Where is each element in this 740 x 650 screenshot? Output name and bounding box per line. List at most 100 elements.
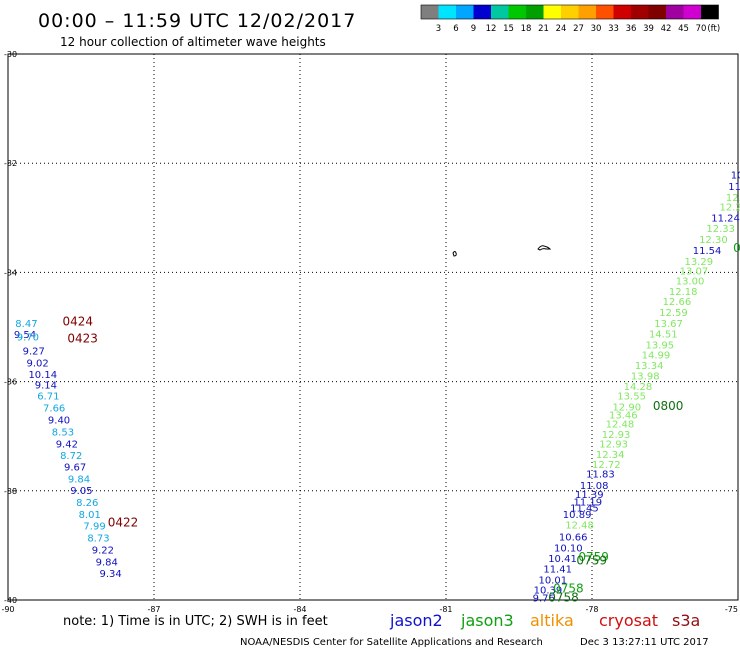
axis-tick-labels: -90 -87 -84 -81 -78 -75 -30 -32 -34 -36 -38 -40 [1,50,738,614]
legend-label: 21 [538,24,549,34]
legend-swatch [561,5,579,19]
wave-height-value: 9.76 [533,594,555,605]
lon-tick-label: -75 [725,605,738,614]
wave-height-value: 10.89 [563,510,592,521]
wave-height-value: 11.41 [543,565,572,576]
island-outline [452,251,457,257]
lat-tick-label: -36 [4,378,17,387]
wave-height-value: 13.29 [684,257,713,268]
plot-frame [7,53,739,601]
wave-height-value: 9.84 [68,475,90,486]
wave-height-value: 12.93 [602,430,631,441]
wave-height-value: 10.01 [538,576,567,587]
legend-label: 30 [591,24,602,34]
legend-label: 36 [626,24,637,34]
wave-height-value: 11. [728,182,740,193]
pass-time-label: 0424 [63,314,94,328]
wave-height-value: 8.53 [52,428,74,439]
wave-height-value: 13.55 [617,392,646,403]
wave-height-value: 9.14 [35,381,57,392]
legend-swatch [701,5,719,19]
legend-label: 45 [678,24,689,34]
legend-swatch [613,5,631,19]
satellite-name-s3a: s3a [672,611,700,630]
legend-swatch [526,5,544,19]
wave-height-value: 8.47 [15,319,37,330]
lon-tick-label: -87 [147,605,160,614]
wave-height-value: 11.45 [570,504,599,515]
wave-height-value: 12.30 [699,235,728,246]
satellite-legend: jason2 jason3 altika cryosat s3a [389,611,700,630]
wave-height-value: 11.83 [586,470,615,481]
wave-height-value: 12.18 [669,287,698,298]
legend-border [420,4,719,20]
lon-tick-label: -78 [585,605,598,614]
legend-unit: (ft) [707,24,720,34]
legend-label: 18 [521,24,532,34]
lat-tick-label: -40 [4,596,17,605]
legend-swatch [683,5,701,19]
wave-height-value: 14.28 [624,382,653,393]
lon-tick-label: -84 [293,605,306,614]
legend-swatch [596,5,614,19]
legend-swatch [543,5,561,19]
legend-label: 9 [471,24,476,34]
wave-height-value: 11.19 [574,498,603,509]
legend-swatch [631,5,649,19]
wave-height-value: 7.99 [83,522,105,533]
wave-height-value: 11.24 [711,214,740,225]
wave-height-value: 12.33 [706,224,735,235]
pass-time-label: 0422 [108,515,139,529]
footer-note: note: 1) Time is in UTC; 2) SWH is in fe… [63,614,328,629]
legend-swatch [421,5,439,19]
lat-tick-label: -30 [4,50,17,59]
wave-height-value: 11.08 [580,481,609,492]
legend-swatch [473,5,491,19]
timestamp-text: Dec 3 13:27:11 UTC 2017 [580,637,709,648]
wave-height-value: 9.70 [17,333,39,344]
legend-label: 6 [453,24,458,34]
wave-height-value: 12.59 [659,308,688,319]
satellite-name-cryosat: cryosat [599,611,658,630]
lat-lon-grid [8,54,738,600]
legend-swatch [648,5,666,19]
wave-height-value: 10.41 [548,554,577,565]
satellite-name-jason2: jason2 [389,611,443,630]
wave-height-value: 13.07 [680,267,709,278]
wave-height-value: 8.73 [87,534,109,545]
wave-height-value: 12.48 [606,419,635,430]
wave-height-value: 9.40 [48,416,70,427]
legend-swatch [491,5,509,19]
lon-tick-label: -90 [1,605,14,614]
legend-swatch [438,5,456,19]
wave-height-value: 12.34 [596,450,625,461]
pass-time-label: 0758 [553,581,584,595]
legend-label: 24 [556,24,567,34]
wave-height-value: 9.84 [96,558,118,569]
wave-height-value: 6.71 [37,392,59,403]
wave-height-value: 12.1 [726,193,740,204]
lat-tick-label: -32 [4,159,17,168]
pass-time-label: 0758 [548,591,579,605]
lat-tick-label: -38 [4,487,17,496]
satellite-name-jason3: jason3 [460,611,514,630]
wave-height-value: 9.27 [23,346,45,357]
legend-swatch [578,5,596,19]
wave-height-value: 12.48 [565,520,594,531]
map-title: 00:00 – 11:59 UTC 12/02/2017 [38,10,356,32]
wave-height-value: 9.34 [99,569,121,580]
lat-tick-label: -34 [4,268,17,277]
wave-height-value: 9.05 [70,486,92,497]
wave-height-value: 10.39 [534,585,563,596]
wave-height-value: 7.66 [43,404,65,415]
legend-label: 42 [661,24,672,34]
pass-time-label: 0759 [576,554,607,568]
lon-tick-label: -81 [439,605,452,614]
wave-height-value: 13.00 [676,276,705,287]
wave-height-value: 10.66 [559,532,588,543]
wave-height-value: 8.26 [76,498,98,509]
pass-time-label: 0423 [67,331,98,345]
legend-label: 3 [436,24,441,34]
color-legend: 3 6 9 12 15 18 21 24 27 30 33 36 39 42 45 70 (ft) [420,4,720,34]
legend-label: 12 [486,24,497,34]
